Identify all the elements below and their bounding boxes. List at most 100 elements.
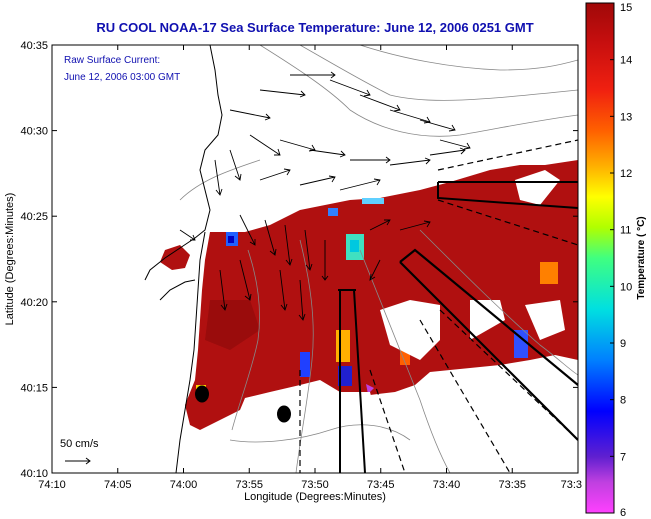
- current-arrow: [284, 224, 293, 266]
- contour-4: [231, 249, 260, 431]
- surface-current-vectors: [179, 71, 471, 321]
- current-arrow: [399, 220, 431, 231]
- contour-5: [295, 239, 314, 473]
- colorbar: [585, 2, 615, 514]
- map-area: Raw Surface Current: June 12, 2006 03:00…: [52, 45, 578, 473]
- colorbar-tick-label: 7: [620, 451, 626, 463]
- colorbar-tick-label: 9: [620, 338, 626, 350]
- overlay-lines: [299, 139, 578, 473]
- scale-arrow: [65, 457, 91, 465]
- sst-orange-patch: [540, 262, 558, 284]
- bathymetry-contours: [179, 45, 578, 473]
- cloud-mask-1: [380, 300, 440, 360]
- current-arrow: [264, 219, 277, 256]
- dashed-line-4: [369, 369, 406, 473]
- x-tick-label: 73:3: [561, 479, 582, 491]
- cloud-mask-6: [340, 392, 372, 400]
- y-axis-ticks: 40:10 40:15 40:20 40:25 40:30 40:35: [20, 40, 578, 480]
- x-tick-label: 73:50: [301, 479, 329, 491]
- station-marker-1: [195, 385, 209, 403]
- current-arrow: [309, 149, 346, 158]
- coastline-north: [144, 45, 223, 281]
- current-arrow: [279, 139, 316, 152]
- cloud-mask-3: [525, 300, 565, 340]
- sst-cold-patch-1-core: [228, 236, 234, 243]
- scale-arrow-shape: [65, 457, 91, 465]
- cloud-mask-2: [470, 300, 505, 340]
- chart-title: RU COOL NOAA-17 Sea Surface Temperature:…: [96, 20, 533, 35]
- contour-9: [179, 159, 261, 201]
- colorbar-label: Temperature ( °C): [636, 216, 647, 299]
- current-arrow: [259, 168, 291, 181]
- dashed-line-6: [439, 309, 578, 441]
- y-tick-label: 40:25: [20, 211, 48, 223]
- current-arrow: [249, 134, 281, 156]
- x-tick-label: 73:35: [498, 479, 526, 491]
- y-tick-label: 40:10: [20, 468, 48, 480]
- contour-8: [229, 424, 411, 443]
- y-tick-label: 40:35: [20, 40, 48, 52]
- current-arrow: [290, 71, 336, 79]
- sst-cold-patch-6: [514, 330, 528, 358]
- colorbar-tick-label: 11: [620, 225, 631, 237]
- x-tick-label: 73:55: [235, 479, 263, 491]
- sst-inlet-region: [160, 245, 190, 270]
- sst-warm-region: [185, 160, 578, 430]
- current-arrow: [298, 279, 306, 321]
- current-arrow: [259, 89, 306, 98]
- current-arrow: [389, 109, 431, 124]
- current-arrow: [321, 240, 329, 281]
- sst-cyan-patch-core: [350, 240, 359, 252]
- x-tick-label: 73:45: [367, 479, 395, 491]
- sst-cold-patch-4: [300, 352, 310, 377]
- sst-warm-yellow-patch: [336, 330, 350, 362]
- cloud-mask-5: [250, 395, 340, 440]
- cloud-mask-4: [515, 170, 560, 205]
- x-tick-label: 74:00: [170, 479, 198, 491]
- sst-field: [160, 160, 578, 440]
- y-axis-label: Latitude (Degrees:Minutes): [4, 193, 16, 326]
- solid-box-southeast: [399, 248, 578, 441]
- colorbar-ticks: 6 7 8 9 10 11 12 13 14 15: [610, 2, 632, 519]
- current-arrow: [214, 159, 223, 196]
- current-arrow: [339, 178, 381, 191]
- current-arrow: [179, 229, 196, 241]
- current-arrow: [369, 219, 391, 231]
- sst-cold-patch-3: [362, 198, 384, 204]
- coastline-inlet: [159, 279, 196, 301]
- current-arrow: [389, 157, 431, 166]
- contour-2: [299, 45, 578, 101]
- current-arrow: [299, 175, 336, 186]
- current-arrow: [429, 147, 466, 156]
- colorbar-tick-label: 12: [620, 168, 632, 180]
- current-arrow: [439, 139, 471, 150]
- x-tick-label: 74:10: [38, 479, 66, 491]
- x-axis-ticks: 74:10 74:05 74:00 73:55 73:50 73:45 73:40 73:35…: [38, 45, 582, 491]
- contour-6: [359, 249, 451, 473]
- y-tick-label: 40:20: [20, 297, 48, 309]
- current-arrow: [329, 79, 371, 97]
- dashed-line-2: [437, 199, 578, 246]
- colorbar-tick-label: 14: [620, 55, 632, 67]
- station-marker-2: [277, 405, 291, 423]
- sst-cold-patch-5: [338, 366, 352, 386]
- colorbar-tick-label: 6: [620, 507, 626, 519]
- scale-arrow-label: 50 cm/s: [60, 438, 99, 450]
- x-tick-label: 73:40: [433, 479, 461, 491]
- current-arrow: [239, 259, 252, 301]
- current-arrow: [239, 214, 256, 246]
- annotation-line-2: June 12, 2006 03:00 GMT: [64, 72, 180, 83]
- current-arrow: [229, 149, 242, 181]
- solid-box-south: [338, 289, 366, 473]
- annotation-line-1: Raw Surface Current:: [64, 55, 160, 66]
- y-tick-label: 40:30: [20, 126, 48, 138]
- current-arrow: [419, 119, 456, 132]
- y-tick-label: 40:15: [20, 382, 48, 394]
- current-arrow: [369, 259, 381, 281]
- current-arrow: [229, 109, 271, 121]
- coastline: [144, 45, 223, 473]
- contour-7: [419, 229, 578, 376]
- coastline-south: [175, 231, 206, 473]
- current-arrow: [304, 229, 313, 271]
